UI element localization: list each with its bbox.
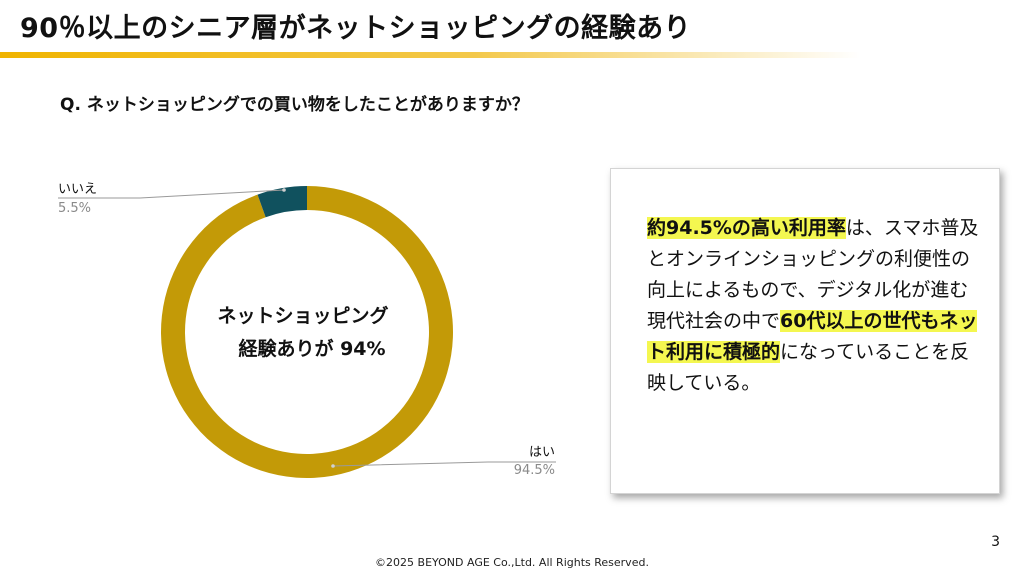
leader-line-no <box>58 189 285 199</box>
slice-annotations: はい 94.5% いいえ 5.5% <box>58 182 556 478</box>
donut-center-label: ネットショッピング経験ありが 94% <box>217 304 388 360</box>
slice-value-label-yes: 94.5% <box>514 463 555 478</box>
page-number: 3 <box>991 534 1000 550</box>
slice-value-label-no: 5.5% <box>58 201 91 216</box>
title-underline <box>0 52 860 58</box>
donut-chart: ネットショッピング経験ありが 94% はい 94.5% いいえ 5.5% <box>58 182 556 478</box>
insight-text: 約94.5%の高い利用率は、スマホ普及とオンラインショッピングの利便性の向上によ… <box>647 213 987 399</box>
slice-label-yes: はい <box>529 445 555 460</box>
callout-phrase: になっていることを反映している。 <box>647 341 970 394</box>
leader-line-yes <box>332 461 556 467</box>
donut-slice-yes <box>161 186 453 478</box>
callout-phrase: は、スマホ普及とオンラインショッピングの利便性の向上によるもので、デジタル化が進… <box>647 217 979 332</box>
insight-callout: 約94.5%の高い利用率は、スマホ普及とオンラインショッピングの利便性の向上によ… <box>610 168 1000 494</box>
slice-label-no: いいえ <box>58 182 97 197</box>
center-label-line-2: 経験ありが 94% <box>238 337 385 360</box>
highlighted-phrase: 約94.5%の高い利用率 <box>647 217 846 239</box>
leader-dot-yes <box>331 464 335 468</box>
leader-dot-no <box>282 188 286 192</box>
slide-title: 90％以上のシニア層がネットショッピングの経験あり <box>20 13 692 44</box>
center-label-line-1: ネットショッピング <box>217 304 388 327</box>
copyright-footer: ©2025 BEYOND AGE Co.,Ltd. All Rights Res… <box>375 556 649 569</box>
donut-slices <box>161 186 453 478</box>
donut-slice-no <box>257 186 307 218</box>
question-text: Q. ネットショッピングでの買い物をしたことがありますか？ <box>60 95 529 115</box>
